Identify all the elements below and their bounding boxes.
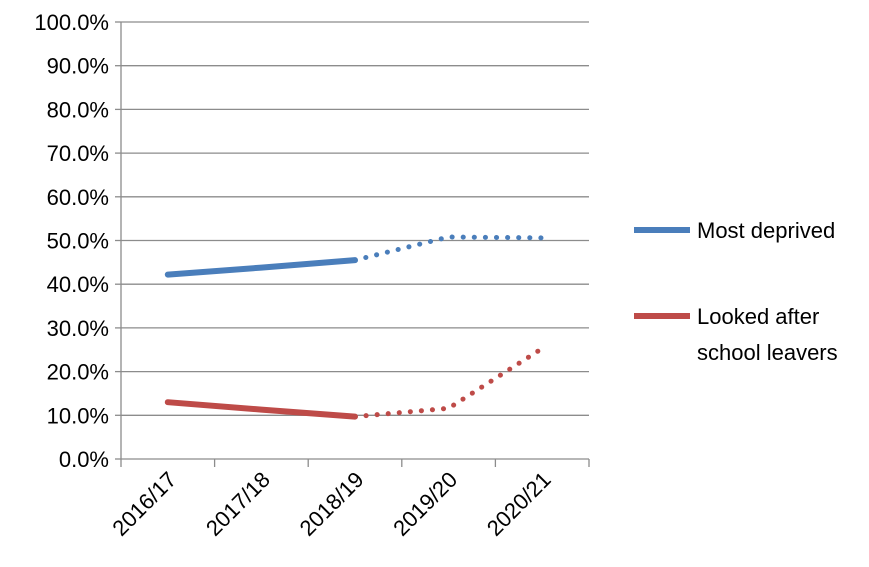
y-tick-label: 50.0%: [47, 229, 109, 254]
legend-label: school leavers: [697, 340, 838, 365]
y-tick-label: 0.0%: [59, 447, 109, 472]
y-tick-label: 60.0%: [47, 185, 109, 210]
legend-label: Looked after: [697, 304, 819, 329]
series-line-dotted: [352, 345, 545, 420]
y-tick-label: 30.0%: [47, 316, 109, 341]
y-tick-label: 10.0%: [47, 403, 109, 428]
series-line-solid: [164, 257, 358, 278]
legend: Most deprived Looked after school leavers: [634, 218, 838, 365]
x-axis-ticks: 2016/17 2017/18 2018/19 2019/20 2020/21: [107, 467, 555, 541]
series-lines: [164, 234, 545, 420]
y-tick-label: 70.0%: [47, 141, 109, 166]
x-tick-label: 2017/18: [201, 467, 275, 541]
y-tick-label: 20.0%: [47, 360, 109, 385]
y-tick-label: 40.0%: [47, 272, 109, 297]
gridlines: [121, 21, 589, 416]
x-tick-label: 2016/17: [107, 467, 181, 541]
y-tick-label: 90.0%: [47, 54, 109, 79]
x-tick-label: 2020/21: [482, 467, 556, 541]
x-tick-label: 2019/20: [388, 467, 462, 541]
x-tick-label: 2018/19: [295, 467, 369, 541]
axes: [115, 21, 590, 467]
y-tick-label: 80.0%: [47, 97, 109, 122]
series-line-dotted: [352, 234, 545, 263]
legend-label: Most deprived: [697, 218, 835, 243]
y-tick-label: 100.0%: [34, 10, 109, 35]
series-line-solid: [164, 399, 358, 420]
y-axis-ticks: 0.0% 10.0% 20.0% 30.0% 40.0% 50.0% 60.0% 70.0% 8…: [34, 10, 109, 472]
